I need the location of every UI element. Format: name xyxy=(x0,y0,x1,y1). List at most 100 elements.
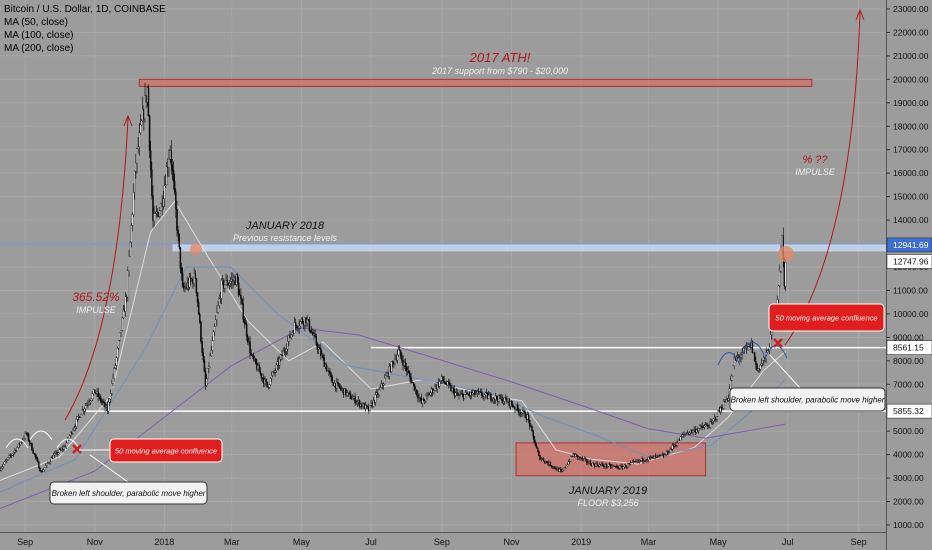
candle-body xyxy=(159,210,161,217)
shoulder-arc xyxy=(56,438,80,449)
candle-body xyxy=(619,465,621,469)
candle-body xyxy=(410,376,412,383)
y-tick-label: 18000.00 xyxy=(893,121,929,131)
candle-body xyxy=(511,404,514,407)
impulse-arrow-right xyxy=(784,11,861,346)
candle-body xyxy=(683,434,685,436)
candle-body xyxy=(175,191,177,210)
candle-body xyxy=(173,181,176,193)
candle-body xyxy=(365,404,368,407)
candle-body xyxy=(23,438,25,440)
confluence-note-2-text: 50 moving average confluence xyxy=(775,314,877,323)
candle-body xyxy=(131,214,134,226)
candle-body xyxy=(458,395,460,397)
candle-body xyxy=(529,420,531,427)
candle-body xyxy=(104,402,106,408)
candle-body xyxy=(42,469,45,472)
candle-body xyxy=(650,456,652,458)
impulse-arrow-left xyxy=(64,117,129,421)
candle-body xyxy=(111,383,113,394)
x-tick-label: May xyxy=(710,537,728,547)
leader-line xyxy=(89,454,129,483)
candle-body xyxy=(229,281,232,284)
candle-body xyxy=(331,376,333,384)
ath-support-zone xyxy=(138,78,813,87)
candle-body xyxy=(567,461,570,465)
candle-body xyxy=(219,298,222,300)
candle-body xyxy=(337,382,339,384)
candle-body xyxy=(308,319,311,331)
candle-body xyxy=(57,452,59,455)
candle-body xyxy=(7,457,9,460)
candle-body xyxy=(517,408,520,413)
candle-body xyxy=(127,270,129,298)
x-tick-label: Sep xyxy=(434,537,450,547)
candle-body xyxy=(450,385,452,391)
candle-body xyxy=(172,170,175,182)
candle-body xyxy=(39,467,41,472)
candle-body xyxy=(709,421,711,428)
x-tick-label: 2019 xyxy=(571,537,591,547)
candle-body xyxy=(266,381,268,388)
candle-body xyxy=(429,392,432,396)
candle-body xyxy=(24,433,26,439)
candle-body xyxy=(119,332,121,341)
candle-body xyxy=(132,192,135,215)
candle-body xyxy=(584,458,587,460)
candle-body xyxy=(626,466,628,468)
candle-body xyxy=(223,279,225,289)
y-tick-label: 11000.00 xyxy=(893,285,928,295)
candle-body xyxy=(273,371,275,373)
confluence-x-icon xyxy=(773,338,783,348)
ma200-line xyxy=(0,327,786,510)
candle-body xyxy=(220,279,223,299)
candle-body xyxy=(228,283,231,285)
candle-body xyxy=(130,225,133,243)
candle-body xyxy=(282,350,284,357)
candle-body xyxy=(454,392,457,396)
candle-body xyxy=(568,461,571,462)
shoulder-arc-2 xyxy=(741,342,765,356)
candle-body xyxy=(213,326,216,333)
shoulder-arc-2 xyxy=(717,352,741,366)
candles xyxy=(0,82,787,473)
candle-body xyxy=(760,363,763,366)
candle-body xyxy=(49,461,51,463)
candle-body xyxy=(516,404,518,409)
candle-body xyxy=(345,388,347,396)
candle-body xyxy=(122,309,125,319)
candle-body xyxy=(443,380,445,383)
x-tick-label: Sep xyxy=(851,537,867,547)
candle-body xyxy=(369,404,371,412)
candle-body xyxy=(534,442,537,446)
candle-body xyxy=(148,115,151,151)
candle-body xyxy=(89,400,91,403)
candle-body xyxy=(349,393,352,399)
candle-body xyxy=(44,465,47,468)
floor-zone xyxy=(515,442,707,477)
candle-body xyxy=(685,433,687,435)
candle-body xyxy=(28,440,31,444)
shoulder-note-2-text: Broken left shoulder, parabolic move hig… xyxy=(731,396,885,405)
candle-body xyxy=(397,349,400,356)
candle-body xyxy=(607,464,610,467)
candle-body xyxy=(314,333,316,337)
candle-body xyxy=(325,365,328,372)
candle-body xyxy=(137,146,139,149)
price-tag-label: 8561.15 xyxy=(893,343,924,353)
candle-body xyxy=(201,341,203,353)
candle-body xyxy=(252,354,255,359)
candle-body xyxy=(366,406,369,408)
candle-body xyxy=(149,150,152,170)
candle-body xyxy=(68,435,71,439)
candle-body xyxy=(398,349,401,351)
shoulder-note-1-text: Broken left shoulder, parabolic move hig… xyxy=(52,489,206,498)
pct-unknown: % ?? xyxy=(802,154,828,166)
candle-body xyxy=(3,461,6,465)
candle-body xyxy=(27,434,30,441)
candle-body xyxy=(725,399,727,403)
candle-body xyxy=(763,357,765,361)
candle-body xyxy=(663,455,666,457)
